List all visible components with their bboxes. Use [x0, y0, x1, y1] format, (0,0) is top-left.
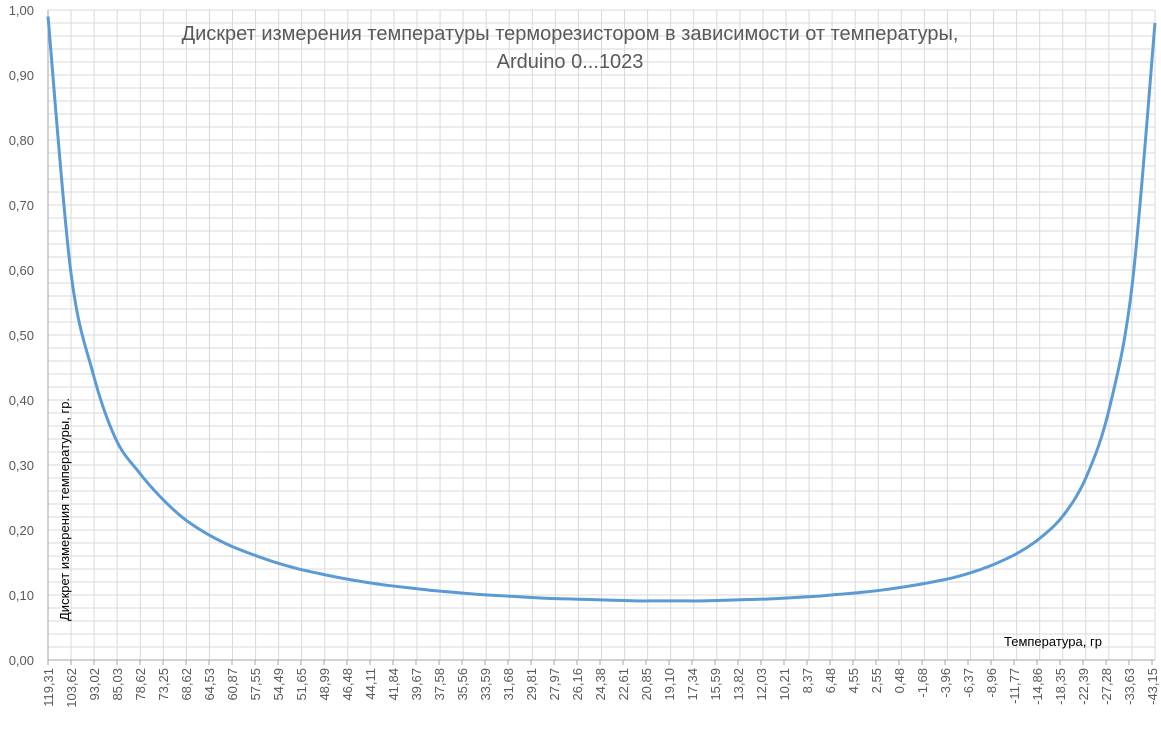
x-tick-label: -11,77 [1007, 668, 1022, 704]
x-tick-label: 31,68 [501, 668, 516, 701]
x-tick-label: 19,10 [662, 668, 677, 701]
chart-title: Дискрет измерения температуры терморезис… [181, 23, 959, 45]
y-tick-label: 0,20 [9, 523, 34, 538]
x-tick-label: 73,25 [156, 668, 171, 701]
y-tick-label: 0,90 [9, 68, 34, 83]
x-tick-label: 26,16 [570, 668, 585, 701]
x-tick-label: 103,62 [64, 668, 79, 708]
x-tick-label: 54,49 [271, 668, 286, 701]
x-tick-label: -14,86 [1030, 668, 1045, 705]
x-tick-label: 12,03 [754, 668, 769, 701]
x-tick-label: 24,38 [593, 668, 608, 701]
x-tick-label: 78,62 [133, 668, 148, 701]
x-tick-label: -8,96 [984, 668, 999, 698]
x-tick-label: 119,31 [41, 668, 56, 707]
x-tick-label: 10,21 [777, 668, 792, 701]
x-tick-label: -43,15 [1145, 668, 1160, 705]
x-tick-labels: 119,31 103,62 93,02 85,03 78,62 73,25 68,62 64,… [41, 660, 1160, 708]
x-tick-label: -18,35 [1053, 668, 1068, 705]
x-tick-label: 8,37 [800, 668, 815, 693]
x-tick-label: 35,56 [455, 668, 470, 701]
y-tick-label: 0,30 [9, 458, 34, 473]
y-tick-label: 0,50 [9, 328, 34, 343]
x-tick-label: 46,48 [340, 668, 355, 701]
x-tick-label: -33,63 [1122, 668, 1137, 705]
y-tick-label: 0,40 [9, 393, 34, 408]
x-tick-label: 27,97 [547, 668, 562, 701]
x-tick-label: 17,34 [685, 668, 700, 701]
y-tick-label: 1,00 [9, 3, 34, 18]
y-axis-label: Дискрет измерения температуры, гр. [57, 397, 72, 621]
x-tick-label: 68,62 [179, 668, 194, 701]
x-tick-label: 13,82 [731, 668, 746, 701]
x-tick-label: 60,87 [225, 668, 240, 701]
x-tick-label: 44,11 [363, 668, 378, 700]
x-tick-label: 51,65 [294, 668, 309, 701]
x-tick-label: 48,99 [317, 668, 332, 701]
x-tick-label: 85,03 [110, 668, 125, 701]
y-tick-label: 0,60 [9, 263, 34, 278]
x-tick-label: -27,28 [1099, 668, 1114, 705]
x-tick-label: -22,39 [1076, 668, 1091, 705]
x-tick-label: 6,48 [823, 668, 838, 693]
x-tick-label: 37,58 [432, 668, 447, 701]
x-tick-label: -6,37 [961, 668, 976, 698]
x-tick-label: 33,59 [478, 668, 493, 701]
x-tick-label: 20,85 [639, 668, 654, 701]
y-tick-label: 0,10 [9, 588, 34, 603]
y-tick-labels: 0,00 0,10 0,20 0,30 0,40 0,50 0,60 0,70 0,80 0,90… [9, 3, 34, 668]
x-tick-label: 57,55 [248, 668, 263, 701]
x-tick-label: 39,67 [409, 668, 424, 701]
chart-subtitle: Arduino 0...1023 [496, 51, 644, 73]
y-tick-label: 0,70 [9, 198, 34, 213]
x-tick-label: 15,59 [708, 668, 723, 701]
x-tick-label: 93,02 [87, 668, 102, 701]
x-axis-label: Температура, гр [1004, 634, 1102, 649]
y-tick-label: 0,80 [9, 133, 34, 148]
x-tick-label: 2,55 [869, 668, 884, 693]
x-tick-label: 41,84 [386, 668, 401, 701]
series-layer [46, 16, 1157, 603]
x-tick-label: 64,53 [202, 668, 217, 701]
x-tick-label: 22,61 [616, 668, 631, 701]
x-tick-label: 4,55 [846, 668, 861, 693]
x-tick-label: -3,96 [938, 668, 953, 698]
x-tick-label: -1,68 [915, 668, 930, 698]
grid-lines [48, 9, 1156, 660]
x-tick-label: 29,81 [524, 668, 539, 701]
series-line [46, 16, 1157, 603]
x-tick-label: 0,48 [892, 668, 907, 693]
y-tick-label: 0,00 [9, 653, 34, 668]
